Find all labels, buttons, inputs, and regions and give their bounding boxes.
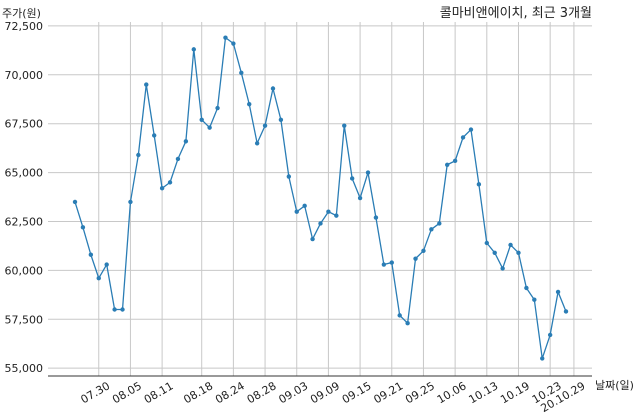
price-point [524, 285, 529, 291]
price-point [452, 158, 458, 164]
price-point [207, 125, 212, 130]
series [72, 35, 569, 361]
price-point [223, 35, 228, 40]
price-point [516, 250, 521, 255]
price-point [342, 123, 347, 128]
price-point [555, 289, 561, 295]
price-point [167, 180, 173, 185]
x-tick-label: 09.09 [308, 379, 342, 406]
y-tick-label: 72,500 [5, 20, 44, 33]
price-line [74, 37, 567, 360]
y-tick-label: 62,500 [5, 215, 44, 228]
price-point [254, 141, 260, 146]
price-point [104, 262, 109, 267]
price-point [437, 221, 442, 226]
tick-labels: 55,000 57,500 60,000 62,500 65,000 67,500 70,0… [5, 20, 588, 414]
price-point [357, 195, 363, 201]
price-point [239, 70, 244, 76]
x-tick-label: 08.18 [181, 379, 215, 406]
price-point [183, 139, 189, 144]
price-point [532, 297, 537, 302]
x-tick-label: 08.28 [245, 379, 279, 406]
x-axis-label: 날짜(일) [595, 378, 634, 392]
price-point [429, 227, 434, 232]
y-axis-label: 주가(원) [2, 7, 41, 20]
x-tick-label: 09.03 [276, 379, 310, 406]
price-point [492, 250, 497, 255]
price-point [365, 170, 371, 175]
price-point [278, 117, 284, 122]
price-point [128, 199, 133, 205]
y-tick-label: 60,000 [5, 264, 44, 277]
price-point [381, 262, 387, 267]
price-point [460, 135, 466, 140]
x-tick-label: 10.13 [467, 379, 501, 406]
price-point [334, 213, 339, 218]
x-tick-label: 10.19 [498, 379, 532, 406]
price-point [445, 162, 450, 167]
price-point [310, 236, 315, 242]
price-point [326, 209, 331, 214]
price-point [159, 186, 165, 191]
price-point [96, 276, 101, 281]
price-point [540, 356, 545, 361]
y-tick-label: 65,000 [5, 167, 44, 180]
price-point [151, 133, 157, 138]
price-point [468, 127, 474, 132]
price-point [397, 313, 402, 318]
price-point [262, 123, 268, 128]
price-point [389, 260, 394, 265]
y-tick-label: 67,500 [5, 118, 44, 131]
price-point [349, 176, 355, 181]
x-tick-label: 10.06 [435, 379, 469, 406]
price-point [405, 320, 410, 326]
price-point [318, 221, 323, 226]
price-point [136, 152, 141, 158]
price-point [294, 209, 299, 214]
price-point [231, 41, 236, 46]
price-point [373, 215, 379, 220]
x-tick-label: 08.05 [110, 379, 144, 406]
price-point [500, 266, 505, 271]
x-tick-label: 08.11 [142, 379, 176, 406]
y-tick-label: 57,500 [5, 313, 44, 326]
price-point [563, 309, 569, 314]
x-tick-label: 09.25 [403, 379, 437, 406]
grid [48, 22, 592, 376]
price-point [508, 242, 513, 248]
price-point [199, 117, 204, 122]
price-point [72, 199, 78, 205]
price-point [88, 252, 94, 257]
price-point [215, 105, 220, 111]
y-tick-label: 55,000 [5, 362, 44, 375]
price-point [286, 174, 292, 179]
price-point [476, 182, 482, 187]
x-tick-label: 07.30 [78, 379, 112, 406]
price-point [175, 156, 181, 162]
chart-title: 콜마비앤에이치, 최근 3개월 [440, 6, 592, 21]
price-point [484, 240, 490, 246]
y-tick-label: 70,000 [5, 69, 44, 82]
price-point [80, 225, 86, 230]
price-point [270, 86, 276, 91]
price-point [112, 307, 117, 312]
x-tick-label: 08.24 [213, 379, 247, 406]
price-point [413, 256, 418, 261]
price-point [120, 307, 125, 312]
price-point [547, 332, 553, 338]
x-tick-label: 09.21 [371, 379, 405, 406]
price-point [302, 203, 307, 209]
price-point [191, 47, 196, 52]
price-point [144, 82, 149, 87]
price-point [421, 248, 426, 254]
x-tick-label: 09.15 [340, 379, 374, 406]
price-point [247, 101, 252, 107]
